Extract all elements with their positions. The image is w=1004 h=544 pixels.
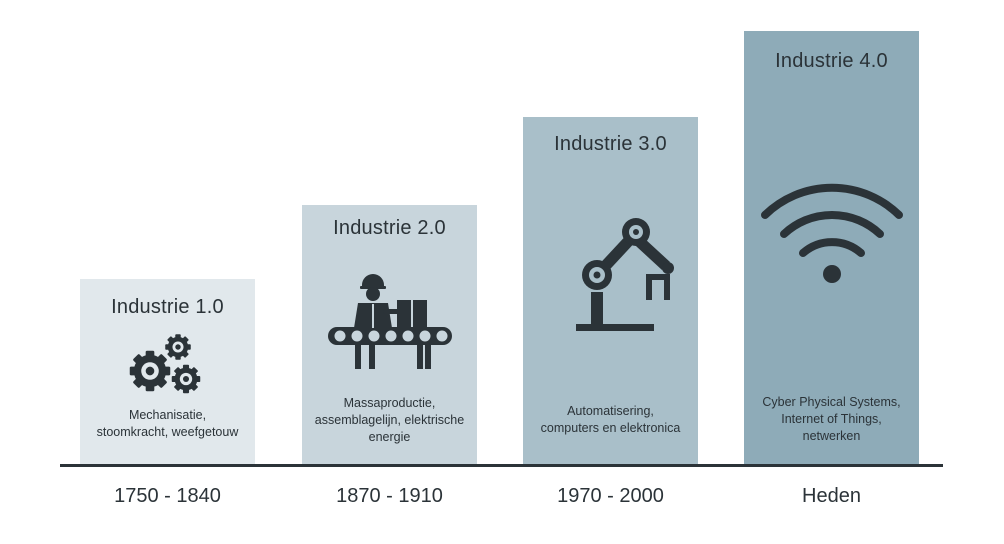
- wifi-icon: [744, 183, 919, 288]
- stage-bar-industrie-3: Industrie 3.0: [523, 117, 698, 465]
- stage-bar-industrie-1: Industrie 1.0: [80, 279, 255, 465]
- stage-title: Industrie 1.0: [111, 296, 224, 318]
- stage-bar-industrie-4: Industrie 4.0 Cyber Physical Systems, In…: [744, 31, 919, 465]
- period-label: 1750 - 1840: [114, 485, 221, 507]
- period-label: 1970 - 2000: [557, 485, 664, 507]
- stage-description: Automatisering, computers en elektronica: [540, 404, 681, 435]
- stage-description: Massaproductie, assemblagelijn, elektris…: [314, 396, 465, 444]
- period-label: Heden: [802, 485, 861, 507]
- period-label: 1870 - 1910: [336, 485, 443, 507]
- timeline-baseline: [60, 464, 943, 467]
- stage-title: Industrie 3.0: [554, 133, 667, 155]
- gears-icon: [80, 331, 255, 397]
- robot-arm-icon: [523, 212, 698, 337]
- stage-description: Mechanisatie, stoomkracht, weefgetouw: [96, 408, 239, 439]
- stage-bar-industrie-2: Industrie 2.0: [302, 205, 477, 465]
- assembly-line-worker-icon: [302, 271, 477, 371]
- stage-title: Industrie 2.0: [333, 217, 446, 239]
- stage-title: Industrie 4.0: [775, 50, 888, 72]
- stage-description: Cyber Physical Systems, Internet of Thin…: [762, 395, 901, 443]
